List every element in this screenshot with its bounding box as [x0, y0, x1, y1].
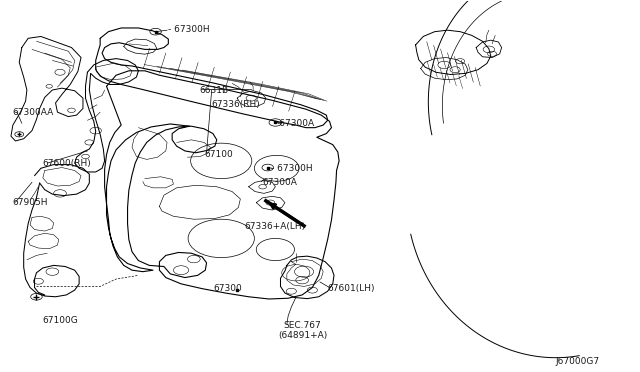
Text: 67600(RH): 67600(RH) — [43, 159, 92, 169]
Text: J67000G7: J67000G7 — [556, 357, 600, 366]
Text: SEC.767: SEC.767 — [284, 321, 321, 330]
Text: 67300: 67300 — [213, 284, 242, 293]
Text: 67905H: 67905H — [13, 198, 49, 207]
Text: 67100G: 67100G — [43, 316, 79, 325]
Text: 6631B: 6631B — [199, 86, 228, 94]
Text: 67300A: 67300A — [262, 178, 297, 187]
Text: 67100: 67100 — [204, 150, 233, 159]
Text: -67300A: -67300A — [276, 119, 315, 128]
Text: - 67300H: - 67300H — [168, 25, 210, 34]
Text: - 67300H: - 67300H — [271, 164, 312, 173]
Text: 67336(RH): 67336(RH) — [212, 100, 260, 109]
Text: (64891+A): (64891+A) — [278, 331, 328, 340]
Text: 67336+A(LH): 67336+A(LH) — [245, 222, 306, 231]
Text: 67300AA: 67300AA — [13, 108, 54, 117]
Text: 67601(LH): 67601(LH) — [328, 284, 375, 293]
